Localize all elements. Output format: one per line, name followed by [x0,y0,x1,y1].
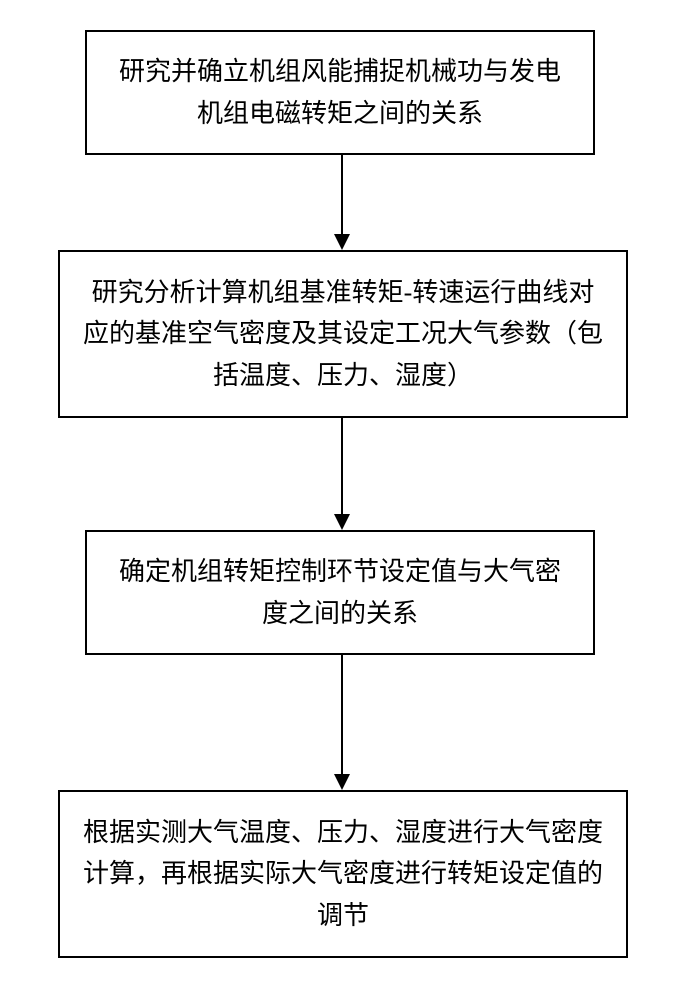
flowchart-step-2: 研究分析计算机组基准转矩-转速运行曲线对应的基准空气密度及其设定工况大气参数（包… [58,250,628,418]
flowchart-step-1: 研究并确立机组风能捕捉机械功与发电机组电磁转矩之间的关系 [85,30,595,155]
arrow-head-icon [334,774,350,790]
step-2-text: 研究分析计算机组基准转矩-转速运行曲线对应的基准空气密度及其设定工况大气参数（包… [80,272,606,397]
arrow-2 [334,418,350,530]
arrow-line [341,418,343,515]
arrow-head-icon [334,234,350,250]
flowchart-step-3: 确定机组转矩控制环节设定值与大气密度之间的关系 [85,530,595,655]
step-1-text: 研究并确立机组风能捕捉机械功与发电机组电磁转矩之间的关系 [107,51,573,134]
flowchart-container: 研究并确立机组风能捕捉机械功与发电机组电磁转矩之间的关系 研究分析计算机组基准转… [0,0,683,1000]
step-3-text: 确定机组转矩控制环节设定值与大气密度之间的关系 [107,551,573,634]
arrow-line [341,155,343,235]
flowchart-step-4: 根据实测大气温度、压力、湿度进行大气密度计算，再根据实际大气密度进行转矩设定值的… [58,790,628,958]
step-4-text: 根据实测大气温度、压力、湿度进行大气密度计算，再根据实际大气密度进行转矩设定值的… [80,812,606,937]
arrow-1 [334,155,350,250]
arrow-3 [334,655,350,790]
arrow-line [341,655,343,775]
arrow-head-icon [334,514,350,530]
